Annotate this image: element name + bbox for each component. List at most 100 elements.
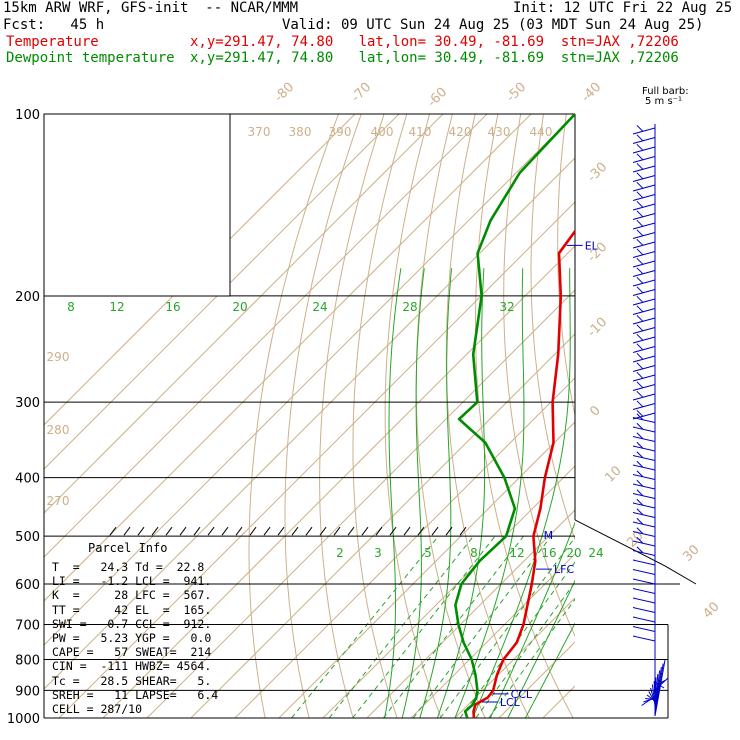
hatch-tick	[389, 526, 397, 536]
isotherm-line	[587, 114, 740, 718]
wind-barb-flag	[636, 200, 644, 208]
wind-barb	[632, 512, 656, 518]
isotherm-line	[454, 597, 575, 718]
mixing-ratio-line	[291, 535, 439, 718]
wind-barb-flag	[636, 536, 644, 544]
moist-adiabat-line	[507, 579, 575, 718]
profile-temperature	[472, 229, 575, 718]
mixing-ratio-label: 5	[424, 546, 432, 560]
isotherm-line	[146, 289, 575, 718]
isotherm-label: 10	[602, 463, 624, 485]
wind-barb	[632, 578, 656, 585]
dry-adiabat-line	[352, 114, 408, 718]
moist-adiabat-label: 20	[232, 300, 247, 314]
hatch-tick	[137, 526, 145, 536]
wind-barb-flag	[636, 451, 644, 459]
wind-barb	[632, 597, 656, 604]
init-time: Init: 12 UTC Fri 22 Aug 25	[513, 0, 733, 16]
hatch-tick	[277, 526, 285, 536]
wind-barb-flag	[636, 489, 644, 497]
dry-adiabat-label: 420	[449, 125, 472, 139]
hatch-tick	[109, 526, 117, 536]
wind-barb	[632, 175, 656, 182]
hatch-tick	[179, 526, 187, 536]
dry-adiabat-line	[726, 114, 740, 718]
mixing-ratio-lines	[291, 535, 575, 718]
wind-barb-flag	[636, 229, 644, 237]
wind-barb-flag	[636, 305, 644, 313]
dry-adiabat-label: 390	[329, 125, 352, 139]
wind-barb-flag	[636, 371, 644, 379]
dry-adiabat-label: 400	[371, 125, 394, 139]
isotherm-label: -10	[585, 315, 611, 341]
isotherm-line	[44, 114, 532, 602]
hatch-tick	[221, 526, 229, 536]
wind-barb	[632, 260, 656, 268]
wind-barb	[632, 569, 656, 575]
hatch-tick	[431, 526, 439, 536]
wind-barb-flag	[636, 333, 644, 341]
hatch-tick	[417, 526, 425, 536]
hatch-tick	[375, 526, 383, 536]
wind-barb-flag	[636, 191, 644, 199]
moist-adiabat-line	[419, 268, 453, 718]
valid-time: Valid: 09 UTC Sun 24 Aug 25 (03 MDT Sun …	[282, 17, 704, 33]
wind-barb	[632, 298, 656, 306]
mixing-ratio-label: 3	[374, 546, 382, 560]
dewpoint-location: x,y=291.47, 74.80 lat,lon= 30.49, -81.69…	[190, 50, 679, 66]
wind-barb	[632, 417, 656, 423]
wind-barb	[632, 607, 656, 613]
wind-barb	[632, 531, 656, 537]
wind-barb	[632, 146, 656, 154]
dry-adiabat-line	[415, 114, 486, 718]
pressure-tick-label: 200	[15, 290, 40, 305]
hatch-tick	[347, 526, 355, 536]
wind-barb-flag	[636, 498, 644, 506]
mixing-ratio-label: 12	[509, 546, 524, 560]
wind-barb-flag	[636, 470, 644, 478]
isotherm-label: 40	[700, 599, 722, 621]
wind-barb	[632, 251, 656, 258]
pressure-tick-label: 400	[15, 472, 40, 487]
dry-adiabat-line	[384, 114, 442, 718]
isotherm-line	[44, 114, 356, 426]
wind-barb	[632, 550, 656, 556]
isotherm-label: 30	[680, 542, 702, 564]
wind-barb	[632, 317, 656, 325]
hatch-tick	[291, 526, 299, 536]
parcel-info-title: Parcel Info	[88, 541, 168, 555]
wind-barb-flag	[636, 527, 644, 535]
wind-barb	[632, 222, 656, 230]
hatch-tick	[151, 526, 159, 536]
pressure-tick-label: 600	[15, 578, 40, 593]
wind-barb-flag	[636, 314, 644, 322]
wind-barb-flag	[636, 181, 644, 189]
wind-barb-flag	[636, 343, 644, 351]
isotherm-line	[190, 333, 575, 718]
wind-barb	[645, 698, 656, 700]
mixing-ratio-line	[382, 535, 524, 718]
parcel-info-row: SREH = 11 LAPSE= 6.4	[52, 687, 219, 702]
hatch-tick	[123, 526, 131, 536]
pressure-tick-label: 100	[15, 108, 40, 123]
wind-barb-flag	[636, 267, 644, 275]
wind-barb	[632, 455, 656, 461]
moist-adiabat-label: 32	[499, 300, 514, 314]
temperature-location: x,y=291.47, 74.80 lat,lon= 30.49, -81.69…	[190, 34, 679, 50]
parcel-info-row: CELL = 287/10	[52, 702, 143, 716]
dry-adiabat-label: 380	[289, 125, 312, 139]
level-marker-label: CCL	[511, 688, 533, 701]
wind-barb-flag	[636, 362, 644, 370]
hatch-tick	[319, 526, 327, 536]
isotherm-line	[44, 114, 400, 470]
isotherm-label: 0	[587, 403, 603, 419]
moist-adiabat-label: 28	[402, 300, 417, 314]
parcel-info-row: PW = 5.23 YGP = 0.0	[52, 631, 212, 645]
parcel-info-row: CAPE = 57 SWEAT= 214	[52, 645, 212, 660]
mixing-ratio-label: 24	[588, 546, 603, 560]
wind-barb	[632, 289, 656, 296]
mixing-ratio-line	[352, 535, 496, 718]
dry-adiabat-line	[557, 114, 575, 419]
isotherm-line	[58, 201, 575, 718]
parcel-info-row: TT = 42 EL = 165.	[52, 602, 212, 617]
